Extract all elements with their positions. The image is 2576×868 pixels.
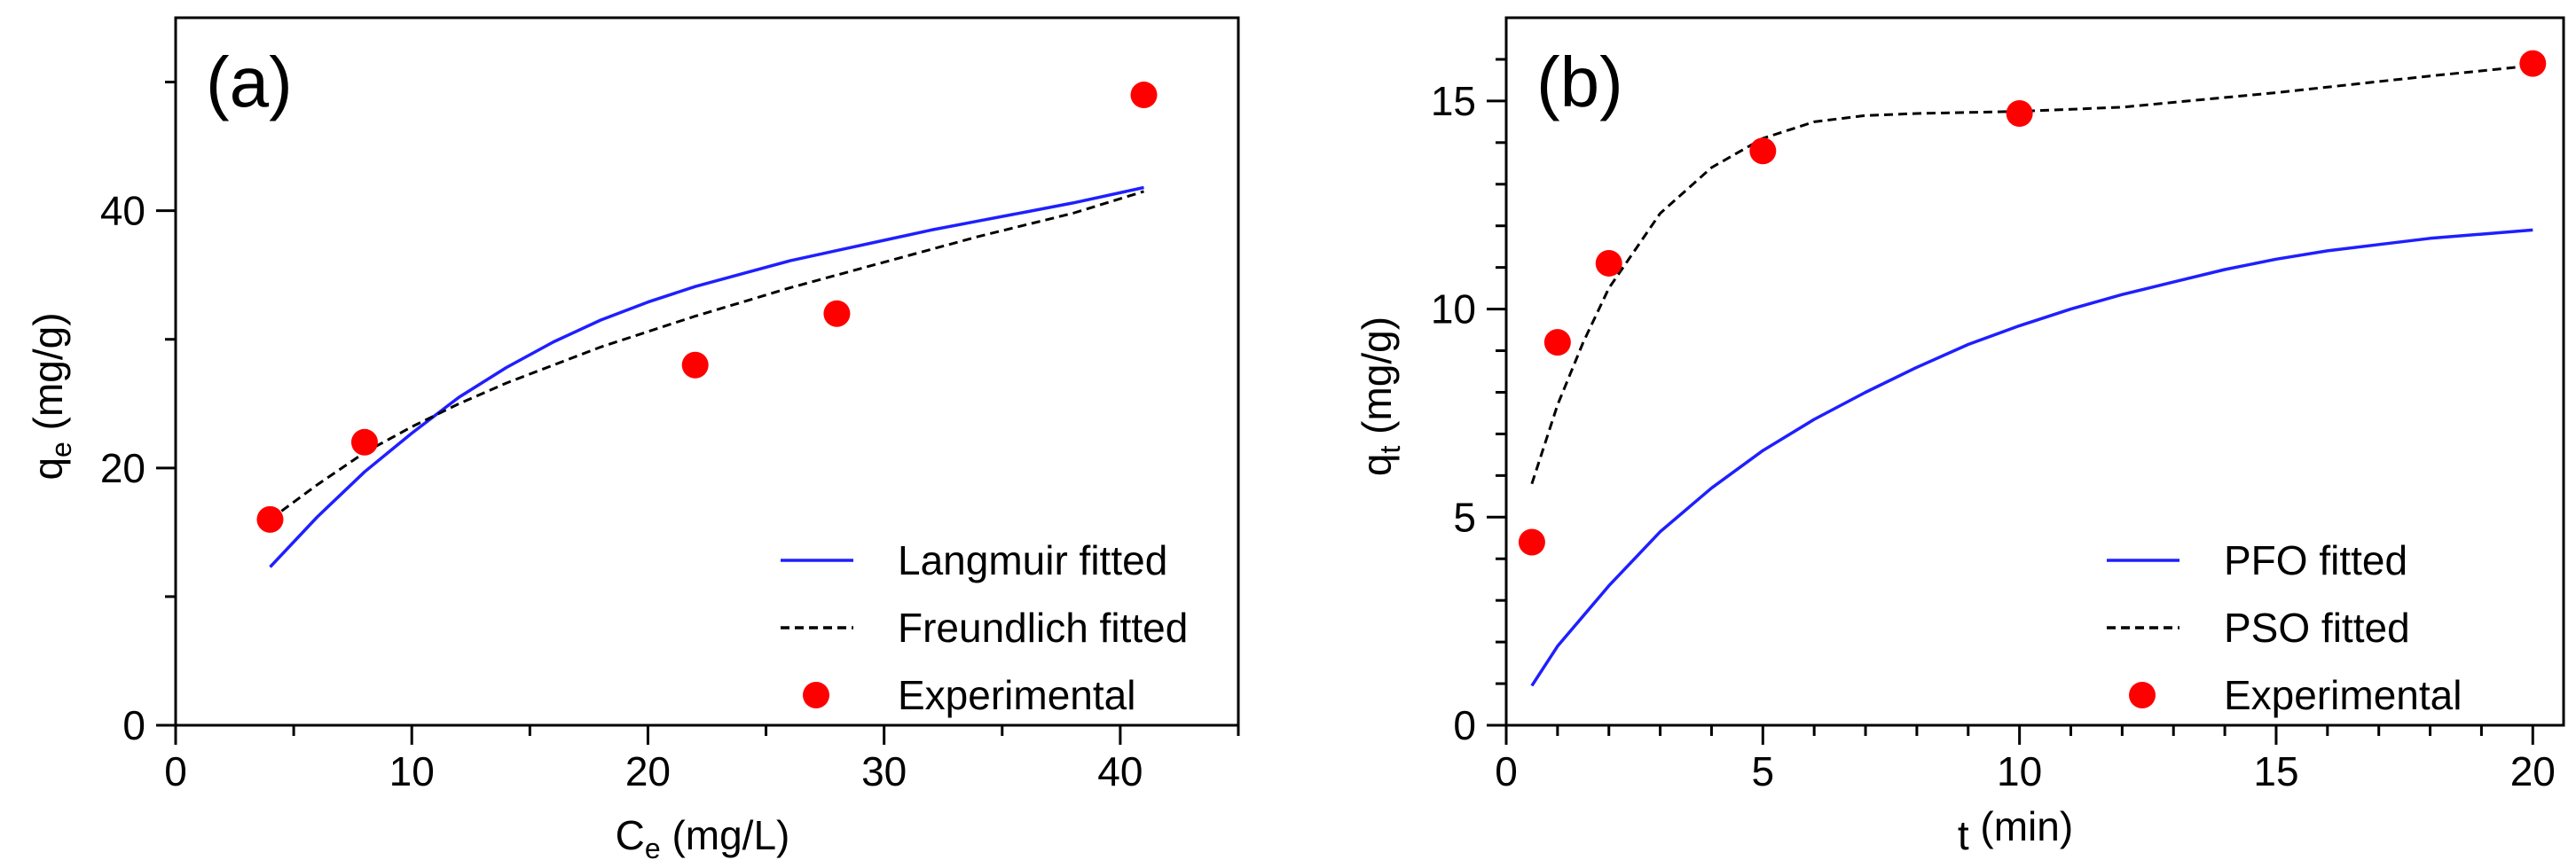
panel-b-experimental-point bbox=[2519, 50, 2547, 77]
panel-b-plot-area: 0 5 10 15 20 0 5 10 15 PFO fitted PSO fitted Experi… bbox=[1431, 16, 2565, 794]
panel-b-x-tick-label: 5 bbox=[1752, 748, 1775, 794]
panel-b-x-tick-label: 10 bbox=[1997, 748, 2042, 794]
panel-a-y-axis-label-main: q bbox=[25, 457, 71, 481]
panel-a-y-tick-label: 40 bbox=[100, 188, 145, 234]
panel-b-legend-pso-fitted-label: PSO fitted bbox=[2224, 605, 2410, 651]
panel-a-experimental-point bbox=[823, 300, 851, 327]
panel-b-legend-pfo-fitted-label: PFO fitted bbox=[2224, 537, 2407, 583]
panel-a-label: (a) bbox=[206, 43, 293, 121]
panel-b-kinetics-chart: 0 5 10 15 20 0 5 10 15 PFO fitted PSO fitted Experi… bbox=[1354, 16, 2565, 858]
panel-b-legend-experimental-swatch bbox=[2129, 682, 2156, 708]
panel-a-x-tick-label: 0 bbox=[164, 748, 187, 794]
panel-a-legend-langmuir-fitted-label: Langmuir fitted bbox=[898, 537, 1167, 583]
panel-a-legend-experimental-swatch bbox=[803, 682, 829, 708]
panel-a-y-tick-label: 20 bbox=[100, 445, 145, 491]
panel-a-legend-freundlich-fitted-label: Freundlich fitted bbox=[898, 605, 1188, 651]
panel-a-x-axis-label-main: C bbox=[616, 812, 645, 858]
panel-b-experimental-point bbox=[2006, 99, 2033, 127]
panel-a-x-axis-label-rest: (mg/L) bbox=[661, 812, 790, 858]
panel-b-plot-frame bbox=[1504, 16, 2565, 727]
panel-a-y-tick-label: 0 bbox=[122, 702, 145, 748]
panel-a-experimental-point bbox=[350, 428, 378, 456]
panel-b-y-axis-label-rest: (mg/g) bbox=[1354, 317, 1400, 446]
panel-a-langmuir-fitted-line bbox=[269, 185, 1144, 568]
panel-a-x-axis-label-sub: e bbox=[645, 833, 661, 864]
panel-a-x-tick-label: 30 bbox=[861, 748, 907, 794]
panel-a-y-axis-label: qe (mg/g) bbox=[25, 312, 77, 480]
panel-b-y-axis-label: qt (mg/g) bbox=[1354, 317, 1406, 476]
panel-b-pfo-fitted-line bbox=[1530, 228, 2533, 687]
panel-b-experimental-point bbox=[1595, 249, 1622, 277]
panel-a-experimental-point bbox=[681, 351, 709, 379]
panel-a-y-axis-label-sub: e bbox=[45, 442, 77, 457]
panel-a-legend-experimental-label: Experimental bbox=[898, 672, 1135, 718]
panel-b-x-tick-label: 20 bbox=[2510, 748, 2556, 794]
panel-a-freundlich-fitted-line bbox=[269, 190, 1144, 521]
panel-a-x-axis-label: Ce (mg/L) bbox=[616, 812, 790, 864]
panel-a-x-tick-label: 20 bbox=[625, 748, 671, 794]
panel-b-y-tick-label: 15 bbox=[1431, 78, 1476, 124]
panel-b-x-tick-label: 0 bbox=[1495, 748, 1518, 794]
panel-b-label: (b) bbox=[1536, 43, 1623, 121]
panel-b-pso-fitted-line bbox=[1530, 64, 2533, 485]
panel-b-y-tick-label: 10 bbox=[1431, 286, 1476, 332]
panel-b-x-axis-label-main: t bbox=[1958, 812, 1969, 858]
panel-b-y-axis-label-sub: t bbox=[1374, 445, 1406, 453]
panel-a-plot-area: 0 10 20 30 40 0 20 40 Langmuir fitted Freundlich … bbox=[100, 16, 1240, 794]
panel-b-x-tick-label: 15 bbox=[2253, 748, 2298, 794]
panel-b-legend-experimental-label: Experimental bbox=[2224, 672, 2462, 718]
panel-a-y-axis-label-rest: (mg/g) bbox=[25, 312, 71, 442]
panel-b-experimental-point bbox=[1543, 329, 1571, 356]
panel-b-x-axis-label: t (min) bbox=[1958, 803, 2073, 858]
panel-b-y-tick-label: 0 bbox=[1453, 702, 1476, 748]
panel-a-experimental-point bbox=[256, 505, 284, 533]
panel-b-y-tick-label: 5 bbox=[1453, 494, 1476, 540]
panel-b-x-axis-label-rest: (min) bbox=[1969, 803, 2074, 849]
panel-b-experimental-point bbox=[1749, 137, 1777, 165]
panel-a-experimental-point bbox=[1130, 82, 1158, 109]
panel-a-x-tick-label: 10 bbox=[389, 748, 435, 794]
panel-b-y-axis-label-main: q bbox=[1354, 453, 1400, 476]
panel-a-isotherm-chart: 0 10 20 30 40 0 20 40 Langmuir fitted Freundlich … bbox=[25, 16, 1240, 864]
panel-b-experimental-point bbox=[1518, 528, 1545, 556]
panel-a-plot-frame bbox=[174, 16, 1240, 727]
panel-a-x-tick-label: 40 bbox=[1097, 748, 1143, 794]
